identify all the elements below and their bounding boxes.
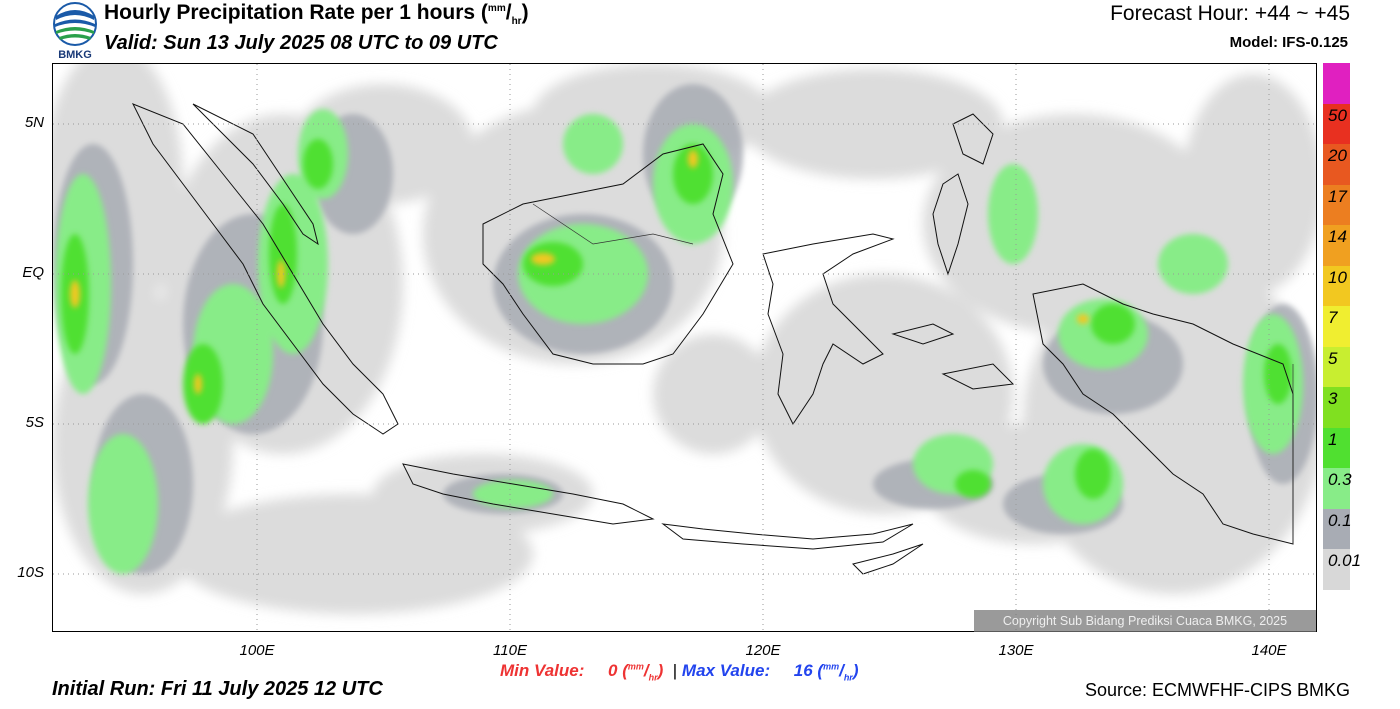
colorbar-segment [1323, 306, 1350, 348]
lon-label-130e: 130E [998, 642, 1034, 659]
colorbar-label: 20 [1328, 146, 1347, 166]
colorbar-segment [1323, 468, 1350, 510]
min-unit-num: mm [627, 661, 644, 672]
lon-label-100e: 100E [239, 642, 275, 659]
colorbar-segment [1323, 387, 1350, 429]
colorbar-segment [1323, 184, 1350, 226]
colorbar-label: 0.01 [1328, 551, 1362, 571]
colorbar-segment [1323, 63, 1350, 105]
colorbar-label: 10 [1328, 267, 1347, 287]
colorbar-segment [1323, 427, 1350, 469]
chart-title: Hourly Precipitation Rate per 1 hours (m… [104, 1, 529, 28]
precipitation-map [52, 63, 1317, 632]
min-label: Min Value: [500, 661, 585, 680]
colorbar-segment [1323, 265, 1350, 307]
separator: | [672, 661, 678, 680]
colorbar [1323, 63, 1350, 591]
map-svg [53, 64, 1316, 631]
logo-text: BMKG [58, 49, 92, 60]
colorbar-label: 0.3 [1328, 470, 1352, 490]
colorbar-segment [1323, 144, 1350, 186]
precip-core-layer [70, 150, 1089, 394]
max-label: Max Value: [681, 661, 771, 680]
max-unit-num: mm [823, 661, 840, 672]
colorbar-segment [1323, 225, 1350, 267]
model-name: Model: IFS-0.125 [1229, 34, 1348, 51]
max-unit-den: hr [843, 672, 853, 683]
title-unit-num: mm [487, 3, 506, 14]
colorbar-label: 14 [1328, 227, 1347, 247]
valid-time: Valid: Sun 13 July 2025 08 UTC to 09 UTC [104, 32, 498, 54]
coastlines [131, 103, 1294, 575]
graticule [53, 64, 1316, 631]
colorbar-label: 17 [1328, 186, 1347, 206]
min-value: 0 [608, 661, 618, 680]
data-source: Source: ECMWFHF-CIPS BMKG [1084, 680, 1350, 700]
colorbar-label: 5 [1328, 348, 1338, 368]
lon-label-110e: 110E [493, 642, 527, 659]
colorbar-segment [1323, 346, 1350, 388]
colorbar-label: 7 [1328, 308, 1338, 328]
title-text: Hourly Precipitation Rate per 1 hours [104, 1, 476, 24]
lon-label-120e: 120E [745, 642, 781, 659]
lat-label-eq: EQ [22, 264, 44, 281]
colorbar-segment [1323, 549, 1350, 591]
borders [532, 203, 1294, 544]
colorbar-segment [1323, 508, 1350, 550]
lon-label-140e: 140E [1251, 642, 1287, 659]
precip-green-layer [61, 139, 1292, 499]
colorbar-segment [1323, 103, 1350, 145]
copyright-notice: Copyright Sub Bidang Prediksi Cuaca BMKG… [974, 610, 1316, 632]
lat-label-10s: 10S [17, 564, 44, 581]
colorbar-label: 50 [1328, 105, 1347, 125]
lat-label-5s: 5S [25, 414, 44, 431]
min-max-values: Min Value: 0 (mm/hr) | Max Value: 16 (mm… [500, 661, 859, 683]
max-value: 16 [793, 661, 813, 680]
colorbar-label: 3 [1328, 389, 1338, 409]
colorbar-label: 1 [1328, 429, 1338, 449]
initial-run: Initial Run: Fri 11 July 2025 12 UTC [52, 678, 383, 700]
title-unit-den: hr [511, 16, 522, 28]
forecast-hour: Forecast Hour: +44 ~ +45 [1110, 2, 1350, 25]
min-unit-den: hr [648, 672, 658, 683]
colorbar-label: 0.1 [1328, 510, 1352, 530]
bmkg-logo: BMKG [52, 2, 98, 61]
lat-label-5n: 5N [24, 114, 44, 131]
